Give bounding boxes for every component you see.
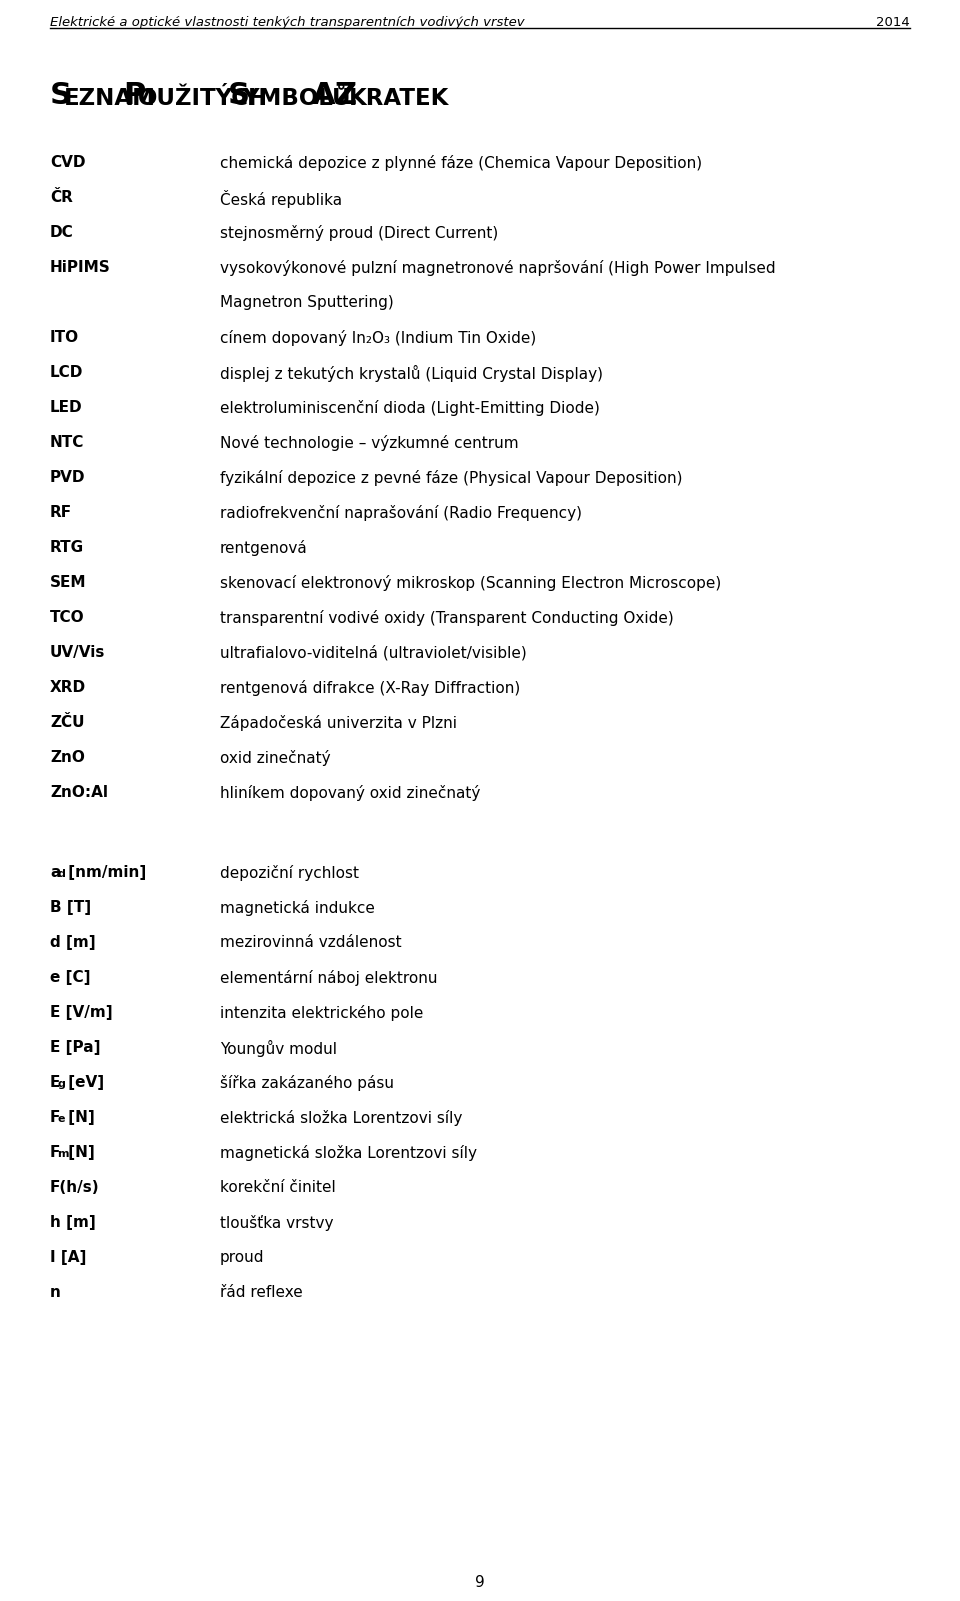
Text: elektroluminiscenční dioda (Light-Emitting Diode): elektroluminiscenční dioda (Light-Emitti… (220, 400, 600, 416)
Text: proud: proud (220, 1250, 265, 1265)
Text: KRATEK: KRATEK (348, 86, 449, 110)
Text: 9: 9 (475, 1575, 485, 1590)
Text: ITO: ITO (50, 330, 79, 344)
Text: RF: RF (50, 504, 72, 520)
Text: P: P (124, 82, 146, 110)
Text: magnetická indukce: magnetická indukce (220, 900, 374, 916)
Text: LED: LED (50, 400, 83, 415)
Text: d [m]: d [m] (50, 935, 96, 949)
Text: S: S (50, 82, 72, 110)
Text: magnetická složka Lorentzovi síly: magnetická složka Lorentzovi síly (220, 1145, 477, 1161)
Text: [eV]: [eV] (62, 1074, 104, 1090)
Text: Elektrické a optické vlastnosti tenkých transparentních vodivých vrstev: Elektrické a optické vlastnosti tenkých … (50, 16, 524, 29)
Text: YMBOLŮ: YMBOLŮ (242, 86, 351, 110)
Text: h [m]: h [m] (50, 1215, 96, 1230)
Text: elementární náboj elektronu: elementární náboj elektronu (220, 970, 438, 986)
Text: LCD: LCD (50, 365, 84, 379)
Text: e: e (58, 1114, 65, 1124)
Text: g: g (58, 1079, 65, 1089)
Text: chemická depozice z plynné fáze (Chemica Vapour Deposition): chemická depozice z plynné fáze (Chemica… (220, 155, 702, 171)
Text: [N]: [N] (62, 1109, 94, 1126)
Text: Z: Z (335, 82, 357, 110)
Text: šířka zakázaného pásu: šířka zakázaného pásu (220, 1074, 394, 1090)
Text: OUŽITÝCH: OUŽITÝCH (138, 86, 268, 110)
Text: NTC: NTC (50, 435, 84, 450)
Text: řád reflexe: řád reflexe (220, 1286, 302, 1300)
Text: m: m (58, 1150, 69, 1159)
Text: d: d (58, 869, 65, 879)
Text: ZnO:Al: ZnO:Al (50, 784, 108, 800)
Text: ZČU: ZČU (50, 716, 84, 730)
Text: rentgenová difrakce (X-Ray Diffraction): rentgenová difrakce (X-Ray Diffraction) (220, 680, 520, 696)
Text: EZNAM: EZNAM (64, 86, 156, 110)
Text: korekční činitel: korekční činitel (220, 1180, 336, 1194)
Text: ZnO: ZnO (50, 749, 84, 765)
Text: E [Pa]: E [Pa] (50, 1041, 101, 1055)
Text: intenzita elektrického pole: intenzita elektrického pole (220, 1005, 423, 1021)
Text: [N]: [N] (62, 1145, 94, 1161)
Text: F: F (50, 1145, 60, 1161)
Text: ultrafialovo-viditelná (ultraviolet/visible): ultrafialovo-viditelná (ultraviolet/visi… (220, 645, 527, 661)
Text: XRD: XRD (50, 680, 86, 695)
Text: Česká republika: Česká republika (220, 191, 342, 208)
Text: tloušťka vrstvy: tloušťka vrstvy (220, 1215, 333, 1231)
Text: a: a (50, 865, 60, 881)
Text: n: n (50, 1286, 60, 1300)
Text: Nové technologie – výzkumné centrum: Nové technologie – výzkumné centrum (220, 435, 518, 451)
Text: 2014: 2014 (876, 16, 910, 29)
Text: DC: DC (50, 226, 74, 240)
Text: skenovací elektronový mikroskop (Scanning Electron Microscope): skenovací elektronový mikroskop (Scannin… (220, 575, 721, 591)
Text: radiofrekvenční naprašování (Radio Frequency): radiofrekvenční naprašování (Radio Frequ… (220, 504, 582, 520)
Text: e [C]: e [C] (50, 970, 90, 985)
Text: SEM: SEM (50, 575, 86, 591)
Text: mezirovinná vzdálenost: mezirovinná vzdálenost (220, 935, 401, 949)
Text: B [T]: B [T] (50, 900, 91, 916)
Text: Západočeská univerzita v Plzni: Západočeská univerzita v Plzni (220, 716, 457, 732)
Text: elektrická složka Lorentzovi síly: elektrická složka Lorentzovi síly (220, 1109, 463, 1126)
Text: PVD: PVD (50, 471, 85, 485)
Text: ČR: ČR (50, 191, 73, 205)
Text: UV/Vis: UV/Vis (50, 645, 106, 660)
Text: hliníkem dopovaný oxid zinečnatý: hliníkem dopovaný oxid zinečnatý (220, 784, 480, 800)
Text: TCO: TCO (50, 610, 84, 624)
Text: rentgenová: rentgenová (220, 540, 308, 556)
Text: displej z tekutých krystalů (Liquid Crystal Display): displej z tekutých krystalů (Liquid Crys… (220, 365, 603, 383)
Text: RTG: RTG (50, 540, 84, 556)
Text: fyzikální depozice z pevné fáze (Physical Vapour Deposition): fyzikální depozice z pevné fáze (Physica… (220, 471, 683, 487)
Text: stejnosměrný proud (Direct Current): stejnosměrný proud (Direct Current) (220, 226, 498, 242)
Text: E [V/m]: E [V/m] (50, 1005, 112, 1020)
Text: CVD: CVD (50, 155, 85, 170)
Text: Magnetron Sputtering): Magnetron Sputtering) (220, 295, 394, 311)
Text: A: A (312, 82, 336, 110)
Text: [nm/min]: [nm/min] (62, 865, 146, 881)
Text: oxid zinečnatý: oxid zinečnatý (220, 749, 330, 765)
Text: cínem dopovaný In₂O₃ (Indium Tin Oxide): cínem dopovaný In₂O₃ (Indium Tin Oxide) (220, 330, 537, 346)
Text: S: S (228, 82, 251, 110)
Text: transparentní vodivé oxidy (Transparent Conducting Oxide): transparentní vodivé oxidy (Transparent … (220, 610, 674, 626)
Text: depoziční rychlost: depoziční rychlost (220, 865, 359, 881)
Text: Youngův modul: Youngův modul (220, 1041, 337, 1057)
Text: E: E (50, 1074, 60, 1090)
Text: HiPIMS: HiPIMS (50, 259, 110, 275)
Text: F: F (50, 1109, 60, 1126)
Text: I [A]: I [A] (50, 1250, 86, 1265)
Text: vysokovýkonové pulzní magnetronové napršování (High Power Impulsed: vysokovýkonové pulzní magnetronové naprš… (220, 259, 776, 275)
Text: F(h/s): F(h/s) (50, 1180, 100, 1194)
